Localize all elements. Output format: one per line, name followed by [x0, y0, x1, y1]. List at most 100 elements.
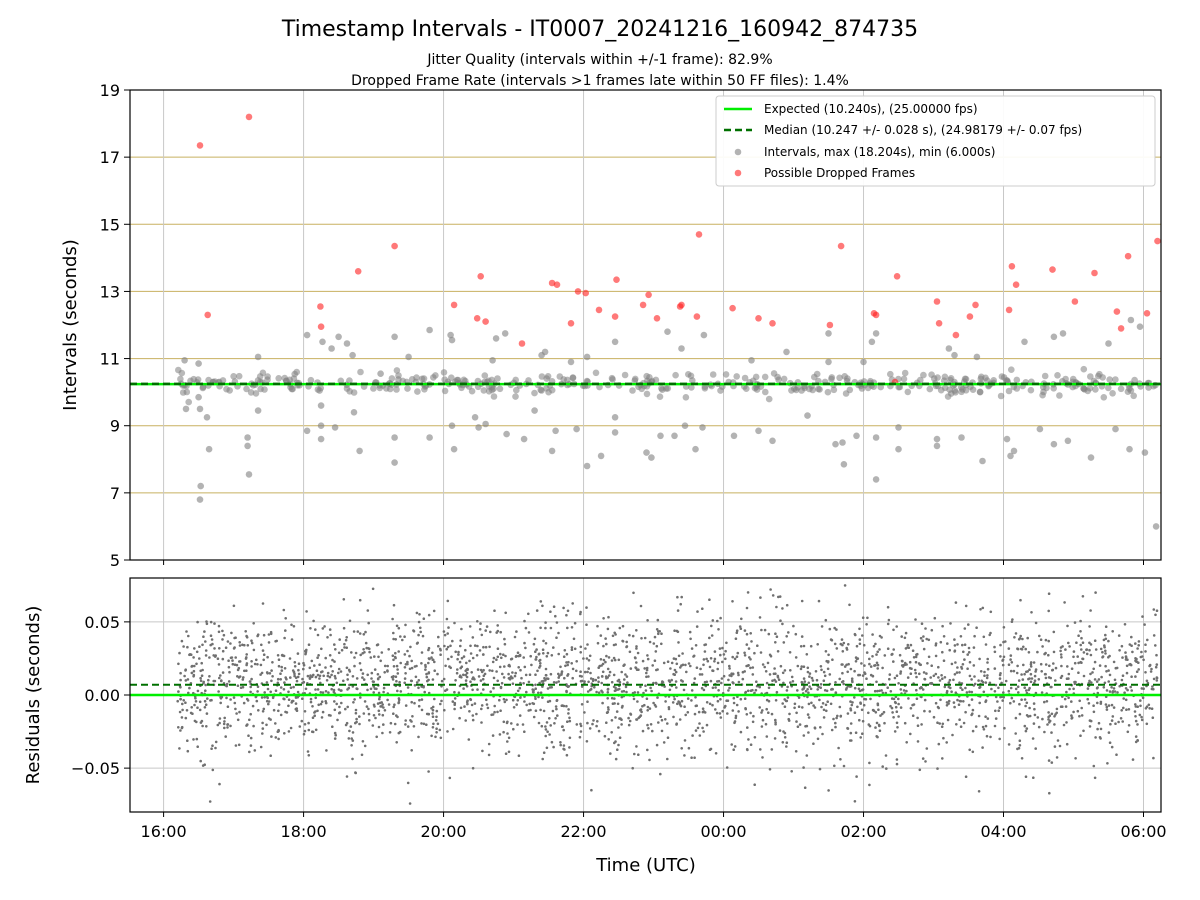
- residual-point: [1025, 689, 1028, 692]
- residual-point: [739, 730, 743, 734]
- residual-point: [589, 687, 593, 691]
- dropped-frame-point: [477, 273, 485, 280]
- residual-point: [646, 657, 650, 661]
- residual-point: [978, 701, 981, 705]
- residual-point: [478, 649, 482, 652]
- residual-point: [333, 643, 336, 646]
- residual-point: [546, 700, 550, 703]
- residual-point: [1017, 638, 1021, 641]
- residual-point: [241, 678, 245, 681]
- residual-point: [340, 648, 344, 652]
- residual-point: [446, 632, 450, 635]
- residual-point: [227, 665, 231, 669]
- residual-point: [879, 714, 882, 717]
- interval-point: [1095, 372, 1102, 380]
- residual-point: [290, 701, 294, 704]
- interval-point: [370, 385, 377, 392]
- residual-point: [216, 723, 220, 727]
- residual-point: [1059, 649, 1062, 653]
- residual-point: [1150, 707, 1154, 710]
- residual-point: [1105, 705, 1109, 709]
- residual-point: [662, 741, 666, 744]
- residual-point: [982, 635, 986, 639]
- residual-point: [471, 636, 475, 639]
- residual-point: [262, 653, 266, 656]
- residual-point: [274, 689, 278, 692]
- residual-point: [790, 675, 794, 679]
- residual-point: [644, 684, 647, 687]
- residual-point: [221, 671, 225, 674]
- residual-point: [743, 697, 747, 700]
- residual-point: [1125, 671, 1129, 675]
- residual-point: [579, 722, 582, 726]
- residual-point: [381, 703, 385, 706]
- residual-point: [843, 584, 847, 587]
- residual-point: [404, 672, 407, 675]
- residual-point: [747, 647, 751, 650]
- residual-point: [997, 709, 1000, 712]
- residual-point: [392, 637, 395, 641]
- residual-point: [529, 708, 532, 712]
- residual-point: [397, 700, 401, 704]
- residual-point: [554, 705, 558, 708]
- interval-point: [175, 366, 182, 374]
- residual-point: [1079, 619, 1082, 623]
- residual-point: [364, 630, 367, 634]
- residual-point: [544, 642, 548, 645]
- dropped-frame-point: [317, 323, 325, 331]
- residual-point: [453, 690, 456, 694]
- residual-point: [579, 651, 582, 654]
- residual-point: [934, 672, 938, 676]
- residual-point: [537, 695, 540, 699]
- residual-point: [718, 712, 722, 715]
- residual-point: [545, 677, 549, 680]
- residual-point: [768, 673, 772, 676]
- residual-point: [579, 730, 583, 733]
- residual-point: [290, 638, 294, 641]
- residual-point: [499, 630, 503, 634]
- residual-point: [340, 689, 343, 692]
- residual-point: [759, 748, 762, 751]
- residual-point: [924, 760, 927, 763]
- intervals-ytick-label: 19: [100, 81, 120, 100]
- residual-point: [840, 663, 843, 666]
- residual-point: [270, 669, 273, 672]
- residual-point: [1108, 741, 1112, 744]
- residual-point: [799, 645, 803, 648]
- interval-point: [997, 392, 1005, 400]
- residual-point: [1093, 639, 1097, 642]
- residual-point: [709, 747, 713, 751]
- residual-point: [1044, 638, 1048, 642]
- residual-point: [1139, 704, 1142, 708]
- residual-point: [1062, 723, 1066, 727]
- residual-point: [858, 627, 861, 631]
- residual-point: [802, 665, 806, 668]
- interval-point: [1131, 376, 1138, 384]
- residual-point: [257, 709, 260, 712]
- residual-point: [1108, 690, 1112, 693]
- residual-point: [413, 665, 417, 668]
- residual-point: [256, 690, 259, 693]
- residual-point: [1111, 630, 1114, 633]
- residual-point: [642, 691, 645, 695]
- legend-median-label: Median (10.247 +/- 0.028 s), (24.98179 +…: [764, 123, 1082, 137]
- residual-point: [624, 673, 627, 676]
- residual-point: [930, 664, 933, 667]
- residual-point: [551, 709, 555, 713]
- residual-point: [1154, 644, 1157, 647]
- residual-point: [580, 703, 584, 706]
- residual-point: [676, 702, 679, 706]
- residual-point: [409, 719, 412, 722]
- interval-point: [245, 471, 253, 478]
- interval-point: [671, 432, 678, 440]
- interval-point: [836, 374, 843, 382]
- residual-point: [659, 715, 662, 718]
- residual-point: [610, 680, 614, 684]
- interval-point: [730, 432, 738, 440]
- residual-point: [338, 638, 342, 641]
- residual-point: [765, 691, 769, 695]
- residual-point: [265, 671, 269, 674]
- residual-point: [909, 643, 913, 647]
- residual-point: [906, 643, 910, 647]
